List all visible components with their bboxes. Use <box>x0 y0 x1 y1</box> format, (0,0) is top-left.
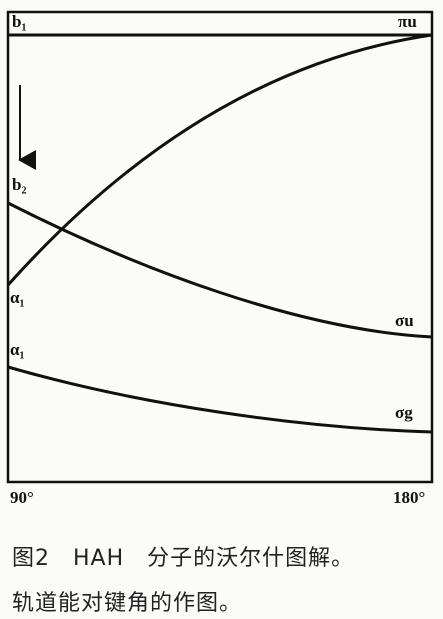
level-label: b₂ <box>12 175 27 194</box>
caption: 轨道能对键角的作图。 <box>12 591 243 616</box>
level-label: α₁ <box>10 340 25 359</box>
walsh-diagram: b₁ b₂ α₁ α₁ πu σu σg 90° 180° <box>6 10 434 507</box>
level-label: σg <box>395 403 413 422</box>
frame <box>6 10 434 484</box>
axis-label: 180° <box>393 488 425 507</box>
a1-curve <box>6 33 433 287</box>
a1-lower-curve <box>7 365 433 434</box>
caption: 图2 HAH 分子的沃尔什图解。 <box>12 546 355 571</box>
axis-label: 90° <box>10 488 34 507</box>
b2-curve <box>7 201 433 339</box>
level-label: b₁ <box>12 12 27 31</box>
level-label: πu <box>398 12 417 31</box>
level-label: σu <box>395 311 414 330</box>
level-label: α₁ <box>10 288 25 307</box>
